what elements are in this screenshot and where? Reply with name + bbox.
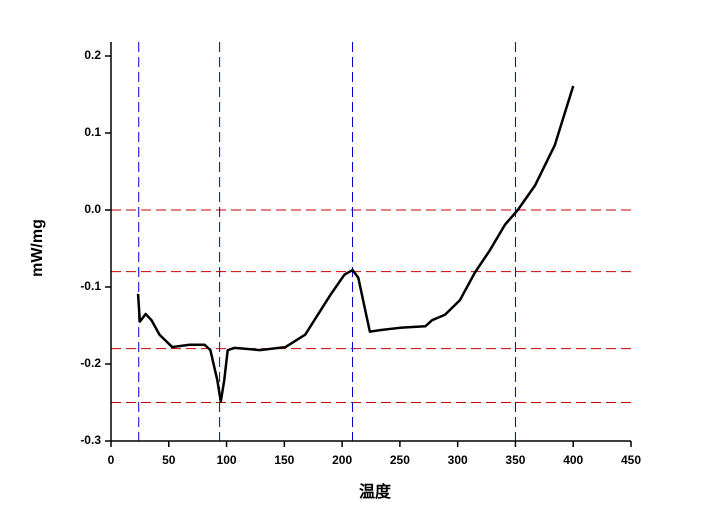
x-tick-label: 200: [332, 453, 352, 467]
y-tick-label: 0.1: [84, 125, 101, 139]
x-tick-label: 400: [563, 453, 583, 467]
y-tick-label: 0.0: [84, 202, 101, 216]
y-tick-label: 0.2: [84, 48, 101, 62]
x-tick-label: 0: [108, 453, 115, 467]
y-axis-label: mW/mg: [29, 219, 46, 277]
x-tick-label: 300: [448, 453, 468, 467]
x-tick-label: 250: [390, 453, 410, 467]
x-tick-label: 150: [274, 453, 294, 467]
x-tick-label: 350: [505, 453, 525, 467]
y-tick-label: -0.2: [80, 356, 101, 370]
x-tick-label: 450: [621, 453, 641, 467]
y-tick-label: -0.3: [80, 433, 101, 447]
x-tick-label: 50: [162, 453, 176, 467]
x-tick-label: 100: [217, 453, 237, 467]
y-tick-label: -0.1: [80, 279, 101, 293]
data-line: [136, 85, 575, 403]
x-axis-label: 温度: [358, 482, 392, 501]
